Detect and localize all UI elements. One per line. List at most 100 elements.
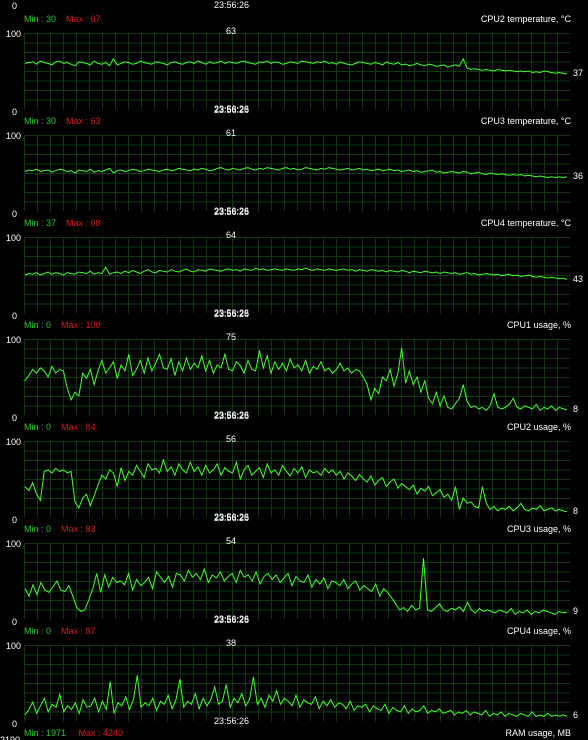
panel-title: CPU4 usage, %: [506, 626, 571, 636]
y-axis-max-label: 100: [6, 233, 22, 243]
series-line: [24, 348, 568, 412]
timestamp: 23:56:26: [214, 308, 250, 318]
line-chart: [24, 135, 570, 211]
max-value: Max : 84: [61, 422, 96, 432]
y-axis-max-label: 100: [6, 539, 22, 549]
y-axis-max-label: 100: [6, 335, 22, 345]
panel-title: CPU4 temperature, °C: [480, 218, 571, 228]
chart-panel-1: Min : 30 Max : 63 CPU3 temperature, °C 23:5…: [0, 105, 588, 219]
end-value-label: 8: [573, 505, 579, 516]
timestamp: 23:56:26: [214, 309, 250, 319]
min-value: Min : 0: [24, 524, 52, 534]
end-value-label: 43: [573, 273, 584, 284]
series-line: [24, 167, 568, 179]
series-line: [24, 266, 568, 281]
timestamp: 23:56:26: [214, 207, 250, 217]
series-line: [24, 57, 568, 75]
panel-header: Min : 30 Max : 63 CPU3 temperature, °C: [0, 109, 588, 127]
min-max-readout: Min : 30 Max : 67: [24, 14, 101, 24]
current-value-label: 64: [226, 230, 237, 240]
grid: [24, 339, 570, 415]
y-axis-min-label: 0: [12, 209, 18, 219]
chart-panel-0: Min : 30 Max : 67 CPU2 temperature, °C 100 6…: [0, 7, 588, 117]
panel-header: Min : 0 Max : 83 CPU3 usage, %: [0, 517, 588, 535]
end-value-label: 6: [573, 710, 579, 721]
line-chart: [24, 645, 570, 721]
timestamp: 23:56:26: [214, 716, 250, 726]
grid: [24, 237, 570, 313]
min-value: Min : 0: [24, 320, 52, 330]
plot-area: [24, 33, 570, 109]
ram-panel-title: RAM usage, MB: [505, 728, 571, 738]
min-max-readout: Min : 0 Max : 84: [24, 422, 96, 432]
grid: [24, 135, 570, 211]
y-axis-min-label: 0: [12, 107, 18, 117]
max-value: Max : 83: [61, 524, 96, 534]
y-axis-max-label: 100: [6, 29, 22, 39]
y-axis-max-label: 100: [6, 131, 22, 141]
plot-area: [24, 135, 570, 211]
panel-title: CPU1 usage, %: [506, 320, 571, 330]
chart-panel-5: Min : 0 Max : 83 CPU3 usage, % 23:56:26 100 5…: [0, 513, 588, 627]
y-axis-min-label: 0: [12, 413, 18, 423]
end-value-label: 36: [573, 170, 584, 181]
min-max-readout: Min : 0 Max : 100: [24, 320, 101, 330]
min-max-readout: Min : 0 Max : 87: [24, 626, 96, 636]
line-chart: [24, 237, 570, 313]
ram-min-value: Min : 1971: [24, 728, 67, 738]
line-chart: [24, 543, 570, 619]
min-max-readout: Min : 37 Max : 68: [24, 218, 101, 228]
panel-header: Min : 0 Max : 84 CPU2 usage, %: [0, 415, 588, 433]
min-value: Min : 30: [24, 14, 57, 24]
ram-panel-header: Min : 1971 Max : 4240 RAM usage, MB: [0, 719, 588, 738]
plot-area: [24, 645, 570, 721]
max-value: Max : 68: [66, 218, 101, 228]
current-value-label: 54: [226, 536, 237, 546]
grid: [24, 33, 570, 109]
panel-header: Min : 0 Max : 100 CPU1 usage, %: [0, 313, 588, 331]
end-value-label: 8: [573, 403, 579, 414]
max-value: Max : 67: [66, 14, 101, 24]
chart-panel-4: Min : 0 Max : 84 CPU2 usage, % 23:56:26 100 5…: [0, 411, 588, 525]
timestamp: 23:56:26: [214, 0, 250, 10]
plot-area: [24, 441, 570, 517]
plot-area: [24, 339, 570, 415]
min-max-readout: Min : 30 Max : 63: [24, 116, 101, 126]
current-value-label: 38: [226, 638, 237, 648]
ram-minmax: Min : 1971 Max : 4240: [24, 728, 123, 738]
timestamp: 23:56:26: [214, 104, 250, 114]
current-value-label: 56: [226, 434, 237, 444]
y-axis-min-label: 0: [12, 515, 18, 525]
ram-panel: Min : 1971 Max : 4240 RAM usage, MB 2190: [0, 719, 588, 740]
current-value-label: 75: [226, 332, 237, 342]
min-max-readout: Min : 0 Max : 83: [24, 524, 96, 534]
timestamp: 23:56:26: [214, 411, 250, 421]
end-value-label: 37: [573, 68, 584, 79]
current-value-label: 61: [226, 128, 237, 138]
ram-top-axis-label: 2190: [0, 735, 21, 740]
timestamp: 23:56:26: [214, 512, 250, 522]
end-value-label: 9: [573, 606, 579, 617]
panel-header: Min : 0 Max : 87 CPU4 usage, %: [0, 619, 588, 637]
y-axis-max-label: 100: [6, 641, 22, 651]
series-line: [24, 675, 568, 718]
max-value: Max : 100: [61, 320, 101, 330]
panel-header: Min : 37 Max : 68 CPU4 temperature, °C: [0, 211, 588, 229]
panel-title: CPU2 usage, %: [506, 422, 571, 432]
min-value: Min : 0: [24, 422, 52, 432]
max-value: Max : 63: [66, 116, 101, 126]
line-chart: [24, 441, 570, 517]
chart-panel-3: Min : 0 Max : 100 CPU1 usage, % 23:56:26 100…: [0, 309, 588, 423]
top-timestamp-row: 23:56:26: [0, 0, 588, 10]
series-line: [24, 458, 568, 513]
max-value: Max : 87: [61, 626, 96, 636]
min-value: Min : 37: [24, 218, 57, 228]
panel-title: CPU2 temperature, °C: [480, 14, 571, 24]
timestamp: 23:56:26: [214, 513, 250, 523]
chart-panel-2: Min : 37 Max : 68 CPU4 temperature, °C 23:5…: [0, 207, 588, 321]
timestamp: 23:56:26: [214, 410, 250, 420]
min-value: Min : 0: [24, 626, 52, 636]
grid: [24, 543, 570, 619]
line-chart: [24, 339, 570, 415]
